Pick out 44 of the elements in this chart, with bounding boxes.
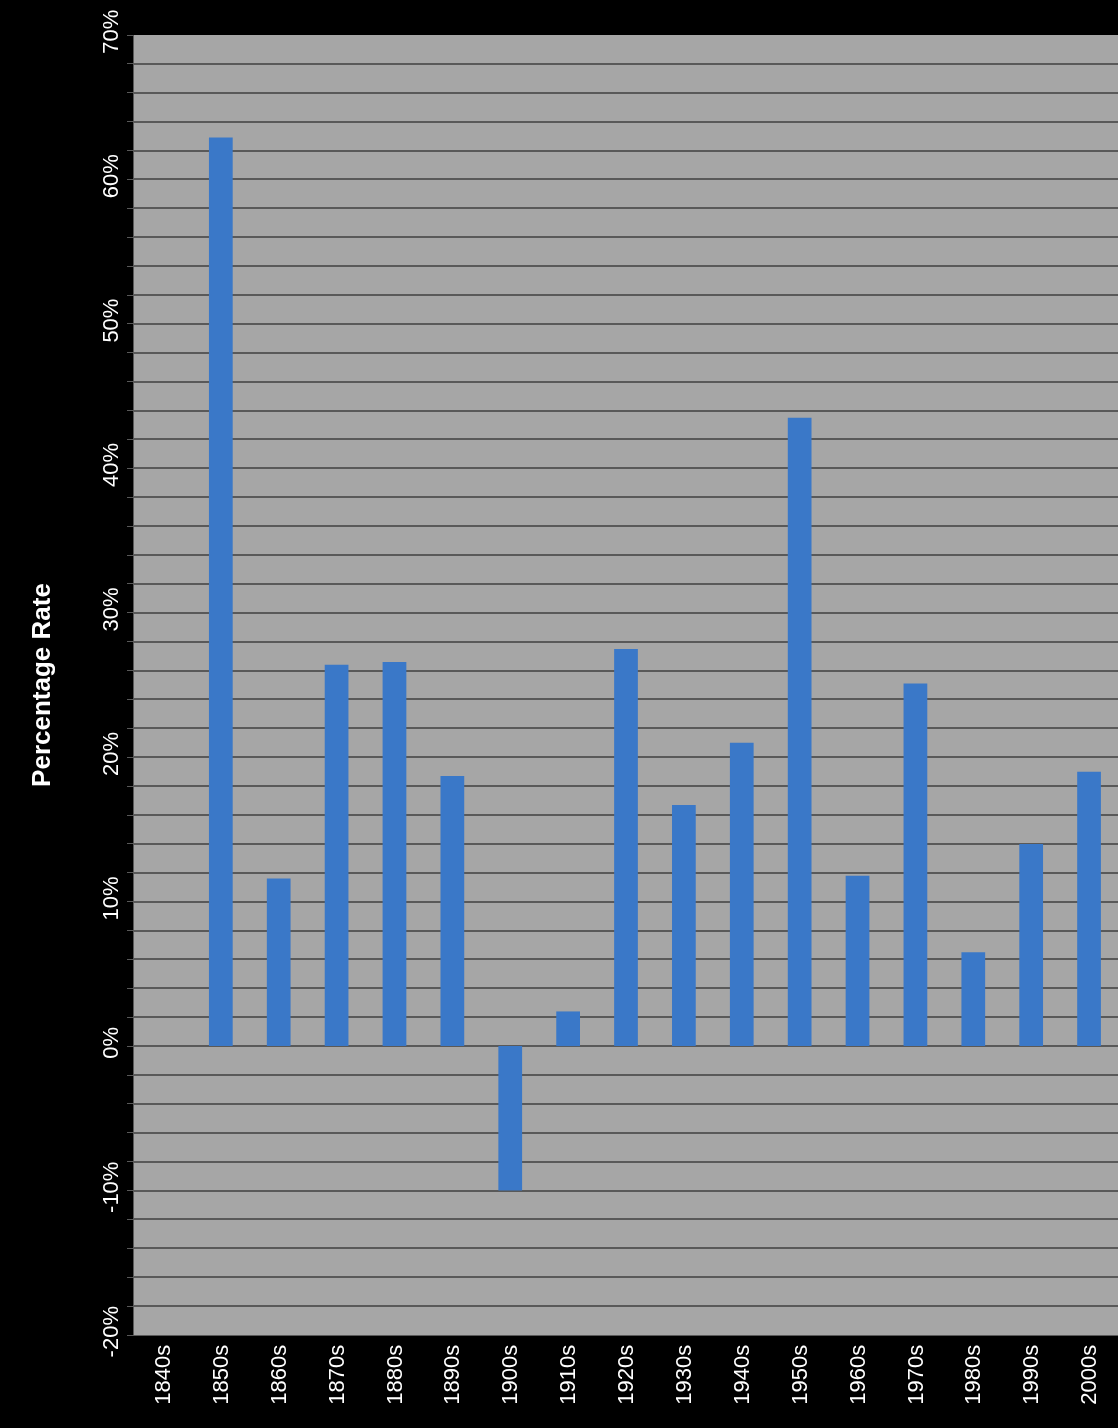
x-tick-label: 2000s [1076, 1344, 1102, 1405]
y-tick-label: 20% [98, 731, 124, 776]
x-tick-label: 1860s [265, 1344, 291, 1405]
x-tick-label: 1890s [439, 1344, 465, 1405]
y-tick-label: 50% [98, 298, 124, 343]
bar [382, 661, 407, 1047]
x-tick-label: 1840s [150, 1344, 176, 1405]
y-axis-title: Percentage Rate [25, 583, 56, 787]
bar [961, 952, 986, 1047]
x-tick-label: 1930s [671, 1344, 697, 1405]
bar [266, 878, 291, 1047]
x-tick-label: 1880s [381, 1344, 407, 1405]
bar [845, 875, 870, 1047]
y-tick-label: 40% [98, 443, 124, 488]
x-tick-label: 1910s [555, 1344, 581, 1405]
bar [1077, 771, 1101, 1047]
y-tick-label: 10% [98, 876, 124, 921]
bar [787, 417, 812, 1047]
y-tick-label: 70% [98, 9, 124, 54]
y-tick-label: -10% [98, 1161, 124, 1213]
bar [1019, 843, 1044, 1047]
x-tick-label: 1900s [497, 1344, 523, 1405]
bar [440, 776, 465, 1047]
x-tick-label: 1950s [786, 1344, 812, 1405]
x-tick-label: 1850s [207, 1344, 233, 1405]
x-tick-label: 1920s [613, 1344, 639, 1405]
bar [498, 1046, 523, 1191]
y-tick-label: 0% [98, 1026, 124, 1059]
x-tick-label: 1870s [323, 1344, 349, 1405]
y-tick-label: 60% [98, 154, 124, 199]
y-tick-label: 30% [98, 587, 124, 632]
bar [903, 683, 928, 1047]
x-tick-label: 1970s [902, 1344, 928, 1405]
bar [729, 742, 754, 1047]
x-tick-label: 1960s [844, 1344, 870, 1405]
x-tick-label: 1940s [728, 1344, 754, 1405]
bar [556, 1011, 580, 1047]
x-tick-label: 1980s [960, 1344, 986, 1405]
x-tick-label: 1990s [1018, 1344, 1044, 1405]
bar [672, 804, 696, 1047]
bar [614, 648, 638, 1047]
bar [324, 664, 349, 1047]
y-tick-label: -20% [98, 1306, 124, 1358]
bar [208, 137, 233, 1047]
